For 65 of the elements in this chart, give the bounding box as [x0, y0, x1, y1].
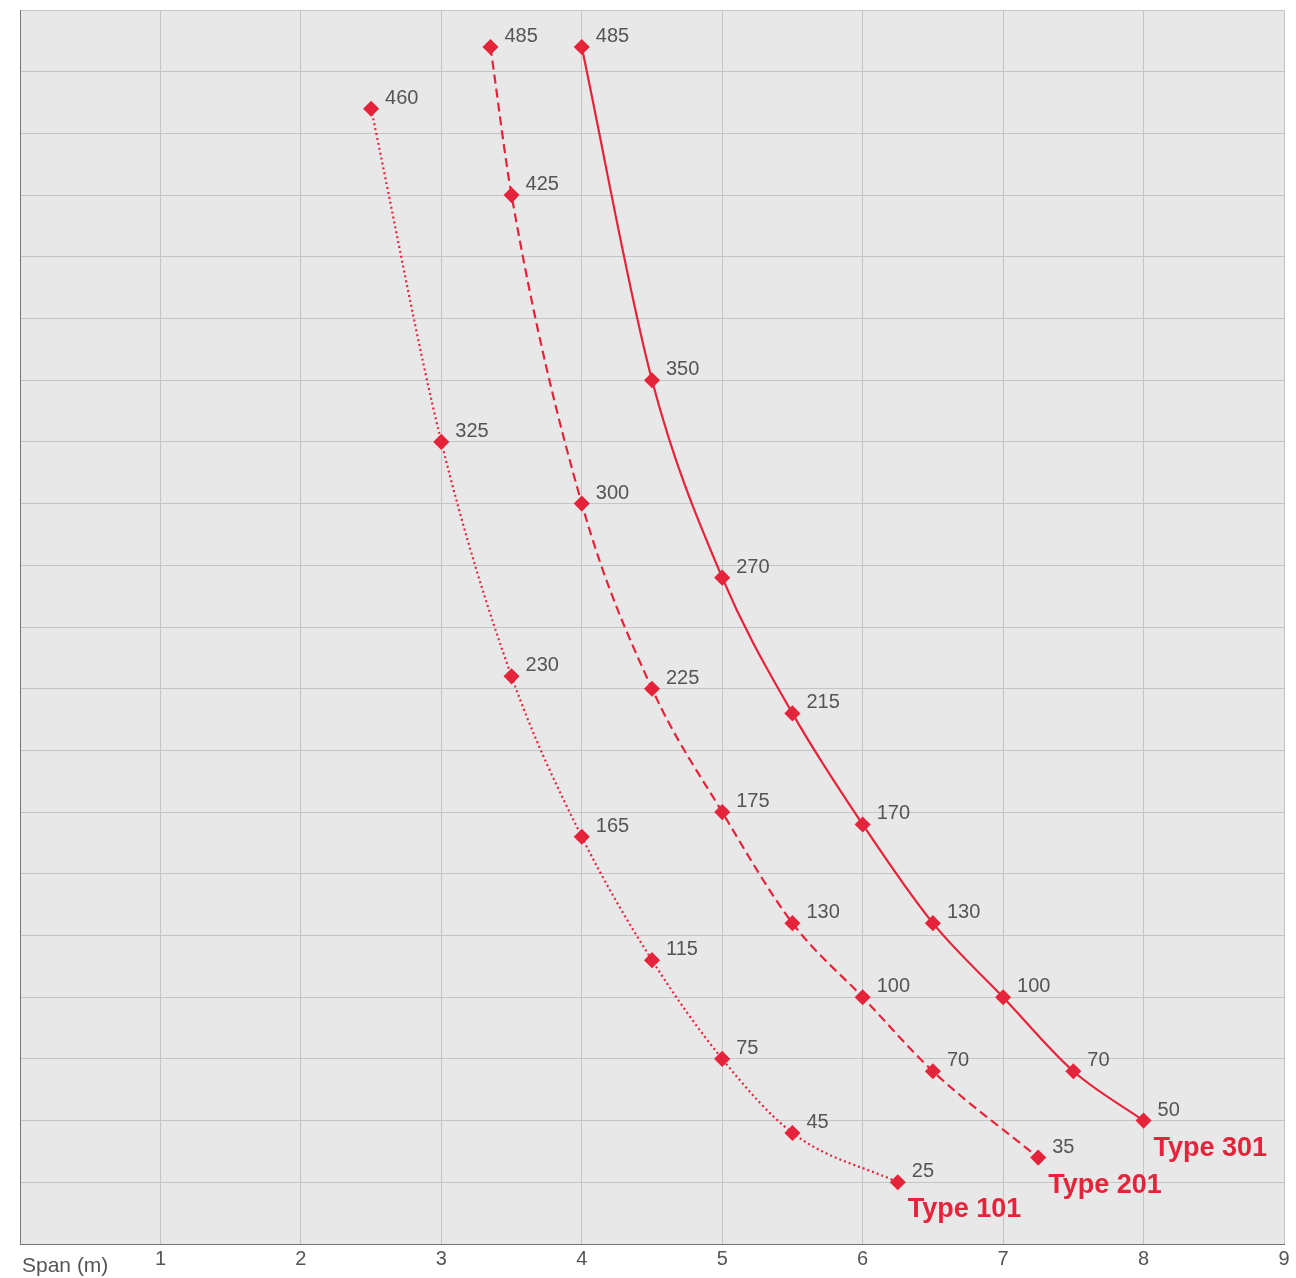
point [855, 816, 871, 833]
data-label: 50 [1157, 1097, 1180, 1120]
data-label: 130 [946, 900, 981, 923]
data-label: 485 [595, 24, 630, 47]
data-label: 425 [525, 172, 559, 195]
point [574, 829, 590, 845]
point [503, 668, 520, 684]
data-label: 115 [666, 937, 698, 960]
point [995, 989, 1011, 1005]
point [925, 915, 941, 931]
point [363, 101, 379, 117]
data-label: 230 [525, 653, 559, 676]
point [784, 1125, 801, 1141]
data-label: 175 [736, 789, 770, 812]
point [890, 1174, 906, 1190]
x-tick-label: 8 [1137, 1246, 1150, 1269]
data-label: 350 [666, 357, 700, 380]
point [714, 570, 730, 586]
point [855, 989, 871, 1005]
x-tick-label: 7 [997, 1246, 1009, 1269]
point [503, 187, 520, 203]
data-label: 130 [806, 900, 840, 923]
series-label: Type 301 [1153, 1131, 1268, 1162]
x-tick-label: 5 [716, 1246, 728, 1269]
point [644, 681, 660, 697]
point [714, 804, 730, 820]
data-label: 170 [876, 801, 911, 824]
point [1030, 1150, 1046, 1166]
point [1135, 1113, 1152, 1129]
data-label: 70 [1087, 1048, 1110, 1071]
point [925, 1063, 941, 1079]
data-label: 270 [736, 554, 770, 577]
x-tick-label: 6 [857, 1246, 869, 1269]
x-tick-label: 2 [295, 1246, 307, 1269]
data-label: 300 [595, 480, 630, 503]
point [714, 1051, 730, 1067]
data-label: 460 [385, 85, 419, 108]
data-label: 25 [911, 1159, 935, 1182]
point [574, 496, 590, 512]
x-tick-label: 3 [435, 1246, 447, 1269]
point [482, 39, 499, 55]
data-label: 45 [806, 1109, 829, 1132]
data-label: 325 [455, 418, 489, 441]
point [784, 915, 801, 931]
point [644, 372, 660, 388]
point [433, 434, 449, 450]
data-label: 100 [1017, 974, 1051, 997]
point [784, 705, 801, 721]
series-label: Type 201 [1048, 1168, 1162, 1199]
data-label: 165 [595, 813, 630, 836]
point [644, 952, 660, 968]
x-tick-label: 1 [154, 1246, 167, 1269]
data-label: 485 [504, 24, 538, 47]
x-axis-title: Span (m) [22, 1252, 109, 1276]
point [1065, 1063, 1081, 1079]
x-tick-label: 4 [576, 1246, 588, 1269]
data-label: 100 [876, 974, 911, 997]
data-label: 70 [946, 1048, 970, 1071]
point [574, 39, 590, 55]
x-tick-label: 9 [1278, 1246, 1290, 1269]
series-label: Type 101 [907, 1193, 1022, 1224]
data-label: 215 [806, 690, 840, 713]
data-label: 75 [736, 1035, 759, 1058]
data-label: 35 [1052, 1134, 1075, 1157]
data-label: 225 [666, 665, 700, 688]
